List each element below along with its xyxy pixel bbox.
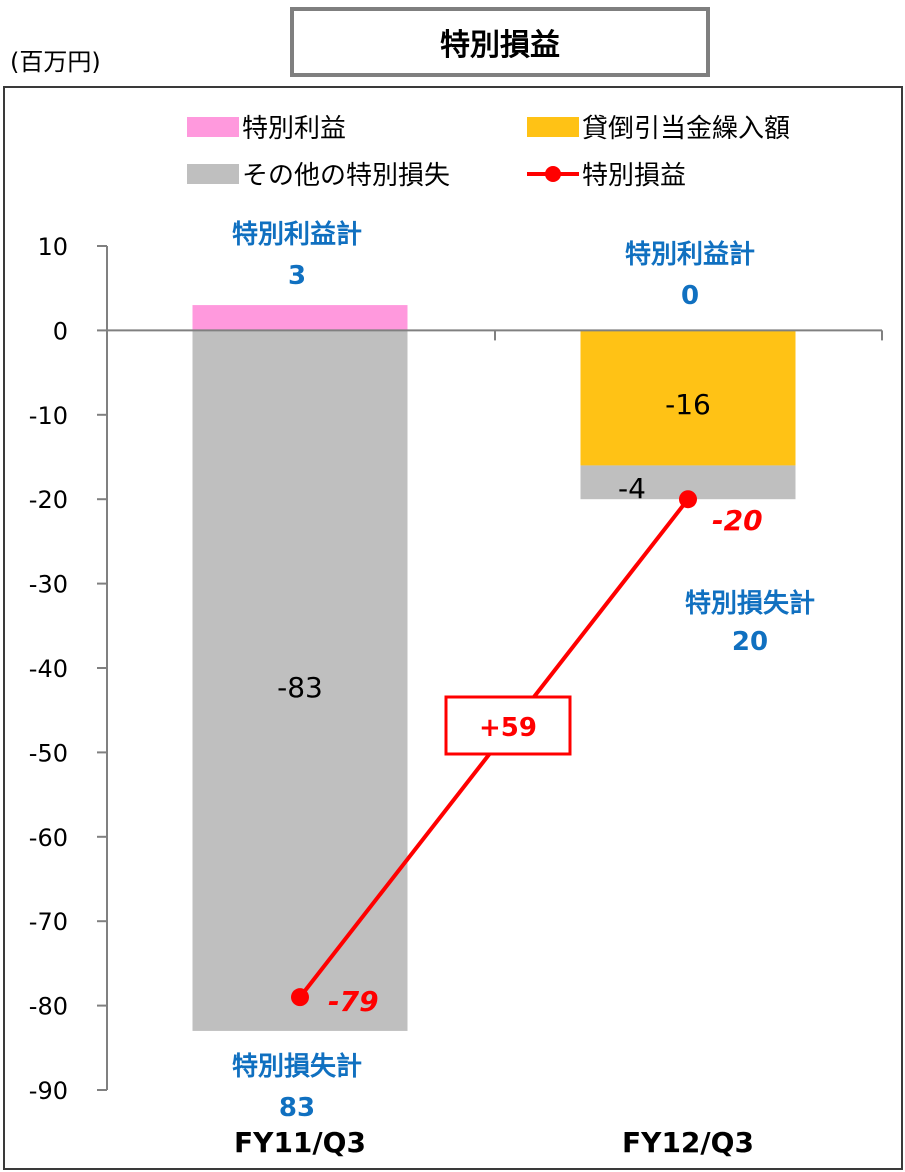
x-category-label: FY11/Q3 — [234, 1126, 366, 1159]
legend-label: その他の特別損失 — [242, 161, 450, 191]
bar-segment — [580, 330, 796, 466]
unit-label: (百万円) — [10, 48, 101, 76]
y-tick-label: -90 — [29, 1077, 68, 1105]
legend-label: 特別損益 — [582, 161, 686, 191]
y-tick-label: 0 — [53, 317, 68, 345]
line-value-label: -20 — [712, 504, 763, 537]
y-tick-label: -70 — [29, 908, 68, 936]
bar-value-label: -4 — [618, 472, 646, 505]
line-value-label: -79 — [328, 985, 379, 1018]
chart-title: 特別損益 — [290, 7, 710, 77]
legend-swatch — [527, 117, 579, 137]
y-tick-label: -10 — [29, 402, 68, 430]
bar-value-label: -16 — [665, 388, 711, 421]
gain-total-title: 特別利益計 — [232, 219, 362, 250]
x-category-label: FY12/Q3 — [622, 1126, 754, 1159]
loss-total-title: 特別損失計 — [232, 1051, 362, 1082]
y-tick-label: -40 — [29, 655, 68, 683]
legend-swatch — [187, 164, 239, 184]
loss-total-value: 83 — [279, 1093, 315, 1123]
legend-label: 特別利益 — [242, 114, 346, 144]
gain-total-title: 特別利益計 — [625, 239, 755, 270]
gain-total-value: 3 — [288, 261, 306, 291]
line-point — [679, 490, 697, 509]
y-tick-label: -80 — [29, 993, 68, 1021]
chart-frame — [3, 86, 903, 1170]
y-tick-label: -50 — [29, 739, 68, 767]
bar-value-label: -83 — [277, 671, 323, 704]
loss-total-title: 特別損失計 — [685, 588, 815, 619]
loss-total-value: 20 — [732, 627, 768, 657]
change-box — [444, 695, 572, 756]
legend-line-marker — [545, 166, 561, 182]
y-tick-label: -30 — [29, 571, 68, 599]
change-label: +59 — [479, 713, 537, 743]
legend-swatch — [187, 117, 239, 137]
y-tick-label: -20 — [29, 486, 68, 514]
y-tick-label: -60 — [29, 824, 68, 852]
bar-segment — [192, 305, 408, 331]
line-point — [291, 988, 309, 1007]
legend-label: 貸倒引当金繰入額 — [582, 114, 790, 144]
bar-segment — [192, 330, 408, 1031]
gain-total-value: 0 — [681, 281, 699, 311]
y-tick-label: 10 — [37, 233, 68, 261]
